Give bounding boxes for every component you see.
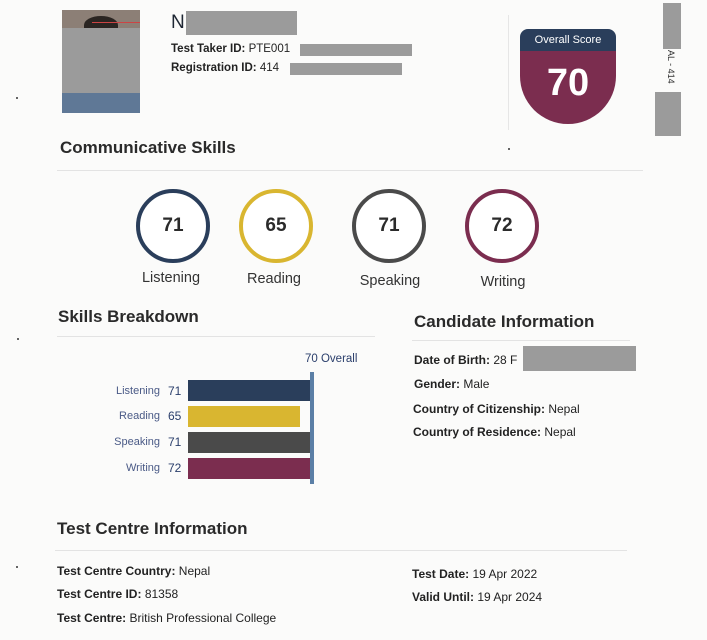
registration-id: Registration ID: 414 (171, 62, 279, 74)
dob-value: 28 F (493, 353, 518, 367)
reading-score-circle: 65 (239, 189, 313, 263)
reading-label: Reading (246, 271, 301, 287)
photo-shirt (62, 93, 140, 113)
registration-id-value: 414 (259, 62, 280, 74)
writing-label: Writing (480, 274, 526, 290)
overall-score-badge: Overall Score 70 (520, 29, 616, 124)
breakdown-speaking-label: Speaking (114, 436, 160, 448)
breakdown-reading-value: 65 (168, 409, 182, 423)
scan-speck (508, 148, 510, 150)
test-date-value: 19 Apr 2022 (472, 567, 538, 581)
listening-label: Listening (141, 270, 201, 286)
valid-until-value: 19 Apr 2024 (477, 590, 543, 604)
edge-text: AL - 414 (666, 50, 676, 84)
test-centre-title: Test Centre Information (57, 519, 248, 538)
badge-divider (508, 15, 509, 130)
breakdown-divider (57, 336, 375, 337)
edge-redaction-bottom (655, 92, 681, 136)
communicative-divider (57, 170, 643, 171)
writing-score-circle: 72 (465, 189, 539, 263)
test-taker-id-value: PTE001 (248, 43, 291, 55)
registration-id-label: Registration ID: (171, 62, 257, 74)
valid-until-row: Valid Until: 19 Apr 2024 (412, 590, 542, 604)
skills-breakdown-title: Skills Breakdown (58, 307, 199, 326)
edge-redaction-top (663, 3, 681, 49)
centre-name-label: Test Centre: (57, 611, 127, 625)
breakdown-listening-value: 71 (168, 384, 182, 398)
registration-id-redaction (290, 63, 402, 75)
breakdown-writing-label: Writing (125, 462, 160, 474)
test-taker-id-label: Test Taker ID: (171, 43, 246, 55)
breakdown-reading-bar (188, 406, 300, 427)
name-redaction (186, 11, 297, 35)
scan-speck (17, 338, 19, 340)
breakdown-overall-label: 70 Overall (305, 353, 358, 365)
breakdown-listening-label: Listening (115, 385, 160, 397)
test-taker-id: Test Taker ID: PTE001 (171, 43, 290, 55)
centre-name-value: British Professional College (129, 611, 277, 625)
breakdown-overall-line (310, 372, 314, 484)
centre-country-row: Test Centre Country: Nepal (57, 564, 210, 578)
overall-score-value: 70 (520, 51, 616, 124)
test-date-row: Test Date: 19 Apr 2022 (412, 567, 537, 581)
test-centre-divider (55, 550, 627, 551)
breakdown-reading-label: Reading (119, 410, 160, 422)
overall-score-label: Overall Score (520, 29, 616, 51)
centre-country-label: Test Centre Country: (57, 564, 176, 578)
communicative-skills-title: Communicative Skills (60, 138, 236, 157)
centre-id-value: 81358 (144, 587, 179, 601)
dob-redaction (523, 346, 636, 371)
citizenship-row: Country of Citizenship: Nepal (413, 402, 580, 416)
speaking-score-circle: 71 (352, 189, 426, 263)
listening-score-circle: 71 (136, 189, 210, 263)
centre-country-value: Nepal (178, 564, 211, 578)
candidate-info-divider (412, 340, 630, 341)
residence-value: Nepal (544, 425, 576, 439)
centre-id-label: Test Centre ID: (57, 587, 142, 601)
breakdown-writing-bar (188, 458, 312, 479)
test-date-label: Test Date: (412, 567, 470, 581)
citizenship-value: Nepal (548, 402, 580, 416)
breakdown-speaking-bar (188, 432, 310, 453)
breakdown-speaking-value: 71 (168, 435, 182, 449)
speaking-label: Speaking (359, 273, 421, 289)
breakdown-writing-value: 72 (168, 461, 182, 475)
residence-row: Country of Residence: Nepal (413, 425, 576, 439)
valid-until-label: Valid Until: (412, 590, 475, 604)
candidate-info-title: Candidate Information (414, 312, 595, 331)
scan-speck (16, 97, 18, 99)
dob-row: Date of Birth: 28 F (414, 353, 517, 367)
residence-label: Country of Residence: (413, 425, 542, 439)
gender-value: Male (463, 377, 490, 391)
photo-redaction (62, 28, 140, 93)
centre-name-row: Test Centre: British Professional Colleg… (57, 611, 276, 625)
citizenship-label: Country of Citizenship: (413, 402, 545, 416)
gender-label: Gender: (414, 377, 461, 391)
candidate-name: N (171, 12, 185, 33)
candidate-photo (62, 10, 140, 113)
test-taker-id-redaction (300, 44, 412, 56)
centre-id-row: Test Centre ID: 81358 (57, 587, 178, 601)
gender-row: Gender: Male (414, 377, 489, 391)
dob-label: Date of Birth: (414, 353, 490, 367)
breakdown-listening-bar (188, 380, 310, 401)
photo-mark (92, 22, 140, 23)
scan-speck (16, 566, 18, 568)
